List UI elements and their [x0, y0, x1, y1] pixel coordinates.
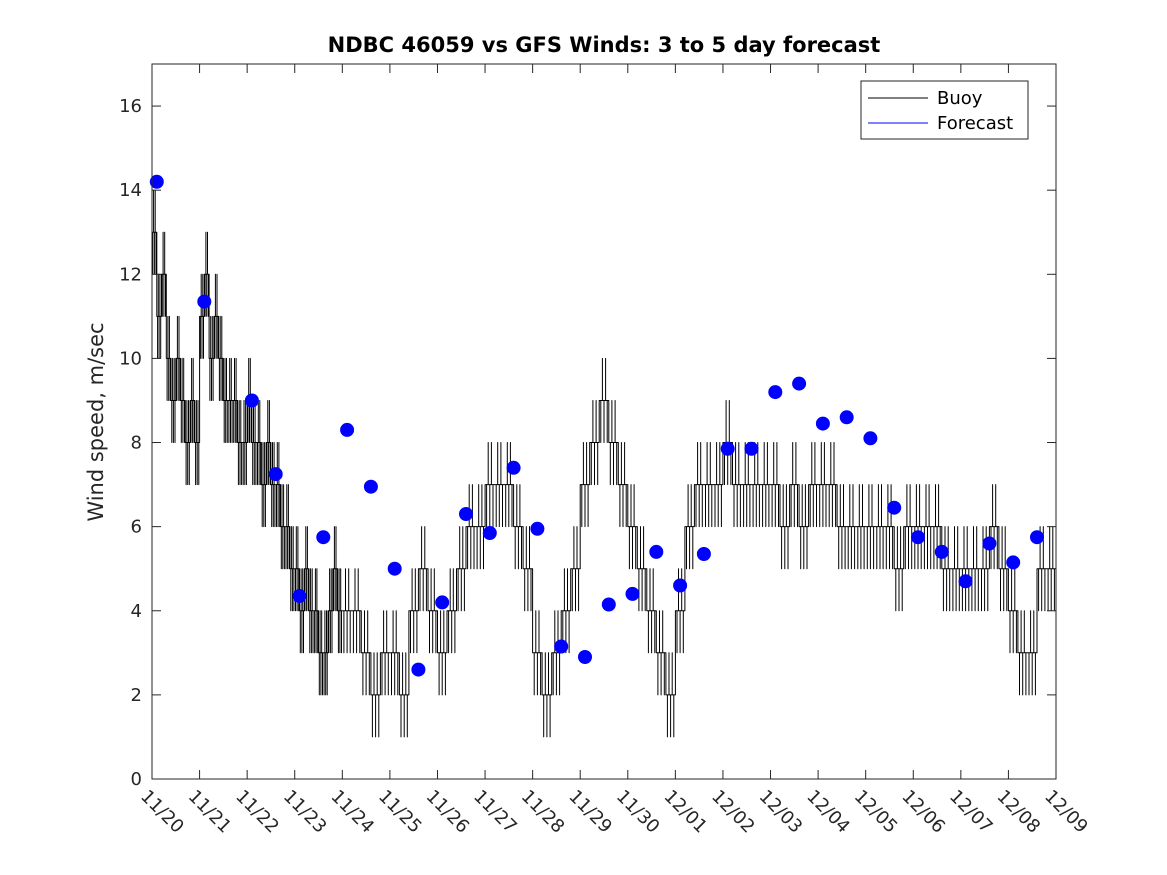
- forecast-point: [387, 561, 402, 576]
- forecast-point: [578, 650, 592, 664]
- y-tick-label: 0: [131, 769, 142, 790]
- forecast-point: [149, 174, 164, 189]
- legend-label-forecast: Forecast: [937, 113, 1013, 134]
- forecast-point: [197, 294, 212, 309]
- series-layer: [152, 189, 1056, 738]
- marker-layer: [149, 174, 1044, 677]
- forecast-point: [530, 521, 545, 536]
- y-tick-label: 4: [131, 601, 142, 622]
- forecast-point: [792, 376, 807, 391]
- y-tick-label: 16: [119, 96, 142, 117]
- forecast-point: [673, 578, 688, 593]
- y-tick-label: 8: [131, 433, 142, 454]
- forecast-point: [958, 574, 973, 589]
- forecast-point: [839, 410, 854, 425]
- y-tick-label: 6: [131, 517, 142, 538]
- forecast-point: [292, 589, 307, 603]
- chart-title: NDBC 46059 vs GFS Winds: 3 to 5 day fore…: [328, 33, 881, 57]
- forecast-point: [459, 507, 473, 521]
- forecast-point: [554, 639, 569, 654]
- forecast-point: [649, 544, 664, 559]
- forecast-point: [435, 595, 450, 610]
- forecast-point: [482, 526, 497, 540]
- forecast-point: [744, 441, 759, 456]
- forecast-point: [601, 597, 616, 612]
- forecast-point: [316, 530, 331, 545]
- legend-box: [860, 80, 1029, 140]
- forecast-point: [268, 467, 283, 482]
- y-tick-label: 10: [119, 348, 142, 369]
- forecast-point: [768, 385, 783, 400]
- forecast-point: [696, 547, 711, 561]
- forecast-point: [411, 662, 426, 677]
- forecast-point: [1030, 530, 1044, 545]
- y-tick-label: 12: [119, 264, 142, 285]
- y-axis-label: Wind speed, m/sec: [84, 322, 108, 521]
- forecast-point: [340, 422, 355, 437]
- forecast-point: [1006, 555, 1021, 570]
- legend: Buoy Forecast: [860, 80, 1029, 140]
- forecast-point: [720, 441, 735, 456]
- forecast-point: [363, 479, 378, 494]
- y-tick-label: 2: [131, 685, 142, 706]
- forecast-point: [934, 544, 949, 559]
- y-axis: 0 2 4 6 8 10 12 14 16: [119, 96, 1056, 790]
- legend-label-buoy: Buoy: [937, 88, 983, 109]
- series-line-buoy: [152, 189, 1056, 738]
- forecast-point: [982, 536, 997, 551]
- y-tick-label: 14: [119, 180, 142, 201]
- forecast-point: [244, 393, 259, 408]
- forecast-point: [815, 416, 830, 431]
- plot-frame: [151, 63, 1057, 780]
- forecast-point: [506, 460, 521, 475]
- forecast-point: [863, 431, 878, 446]
- forecast-point: [911, 530, 925, 545]
- forecast-point: [887, 500, 902, 515]
- forecast-point: [625, 586, 640, 601]
